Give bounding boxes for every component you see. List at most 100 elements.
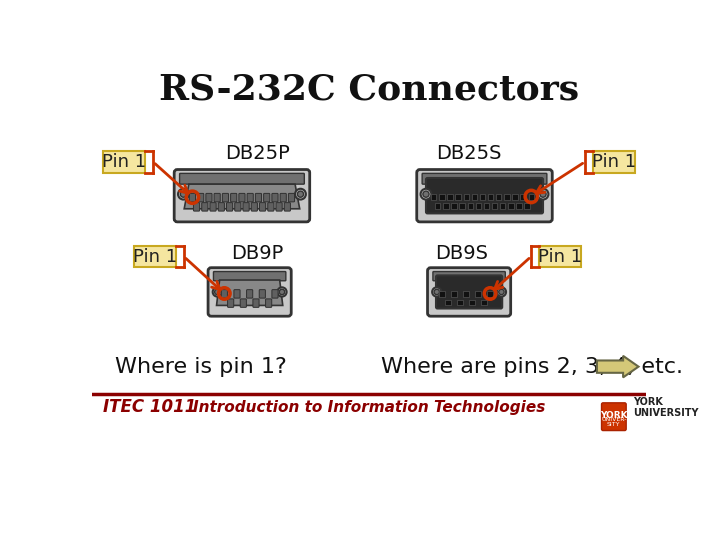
Circle shape <box>538 189 549 200</box>
Text: YORK: YORK <box>600 410 628 420</box>
Circle shape <box>432 287 441 296</box>
FancyBboxPatch shape <box>451 291 456 296</box>
Text: Introduction to Information Technologies: Introduction to Information Technologies <box>193 400 545 415</box>
FancyBboxPatch shape <box>428 268 510 316</box>
FancyBboxPatch shape <box>235 202 241 211</box>
FancyBboxPatch shape <box>246 289 253 298</box>
FancyBboxPatch shape <box>455 194 461 200</box>
Circle shape <box>420 189 431 200</box>
FancyBboxPatch shape <box>513 194 518 200</box>
FancyBboxPatch shape <box>268 202 274 211</box>
FancyBboxPatch shape <box>230 193 237 202</box>
FancyBboxPatch shape <box>234 289 240 298</box>
FancyBboxPatch shape <box>243 202 249 211</box>
FancyBboxPatch shape <box>422 173 547 184</box>
FancyBboxPatch shape <box>276 202 282 211</box>
FancyBboxPatch shape <box>447 194 453 200</box>
FancyBboxPatch shape <box>508 204 513 209</box>
FancyBboxPatch shape <box>451 204 456 209</box>
FancyBboxPatch shape <box>284 202 290 211</box>
Circle shape <box>180 191 186 197</box>
FancyBboxPatch shape <box>446 300 451 305</box>
Text: DB25P: DB25P <box>225 144 289 164</box>
Circle shape <box>295 189 306 200</box>
FancyBboxPatch shape <box>487 291 492 296</box>
Text: DB9P: DB9P <box>231 244 284 262</box>
FancyBboxPatch shape <box>218 202 225 211</box>
Text: YORK
UNIVERSITY: YORK UNIVERSITY <box>633 397 698 418</box>
Text: DB9S: DB9S <box>435 244 488 262</box>
Text: Pin 1: Pin 1 <box>133 247 177 266</box>
FancyBboxPatch shape <box>179 173 305 184</box>
Circle shape <box>212 287 222 296</box>
FancyBboxPatch shape <box>469 300 474 305</box>
Circle shape <box>277 287 287 296</box>
FancyBboxPatch shape <box>253 299 259 307</box>
Circle shape <box>434 289 439 295</box>
FancyBboxPatch shape <box>259 289 266 298</box>
FancyBboxPatch shape <box>259 202 266 211</box>
FancyBboxPatch shape <box>439 194 444 200</box>
FancyBboxPatch shape <box>504 194 510 200</box>
FancyBboxPatch shape <box>500 204 505 209</box>
FancyBboxPatch shape <box>482 300 487 305</box>
Text: ITEC 1011: ITEC 1011 <box>102 399 196 416</box>
FancyBboxPatch shape <box>467 204 473 209</box>
FancyBboxPatch shape <box>272 289 278 298</box>
FancyBboxPatch shape <box>272 193 278 202</box>
Circle shape <box>540 191 546 197</box>
Polygon shape <box>184 184 300 209</box>
FancyBboxPatch shape <box>206 193 212 202</box>
FancyBboxPatch shape <box>197 193 204 202</box>
Text: Pin 1: Pin 1 <box>102 153 146 171</box>
FancyBboxPatch shape <box>492 204 498 209</box>
Text: UNIVER-
SITY: UNIVER- SITY <box>601 417 626 428</box>
FancyBboxPatch shape <box>488 194 493 200</box>
FancyBboxPatch shape <box>521 194 526 200</box>
Circle shape <box>423 191 429 197</box>
Circle shape <box>279 289 284 295</box>
FancyBboxPatch shape <box>174 170 310 222</box>
FancyBboxPatch shape <box>202 202 208 211</box>
FancyBboxPatch shape <box>189 193 196 202</box>
FancyBboxPatch shape <box>134 246 176 267</box>
FancyBboxPatch shape <box>524 204 530 209</box>
FancyBboxPatch shape <box>496 194 501 200</box>
FancyBboxPatch shape <box>213 272 286 281</box>
FancyBboxPatch shape <box>103 151 145 173</box>
FancyBboxPatch shape <box>516 204 522 209</box>
FancyBboxPatch shape <box>601 403 626 430</box>
Circle shape <box>215 289 220 295</box>
FancyBboxPatch shape <box>240 299 246 307</box>
FancyBboxPatch shape <box>433 272 505 281</box>
FancyBboxPatch shape <box>459 204 465 209</box>
FancyBboxPatch shape <box>251 202 258 211</box>
FancyBboxPatch shape <box>256 193 261 202</box>
FancyBboxPatch shape <box>266 299 271 307</box>
FancyBboxPatch shape <box>222 193 228 202</box>
FancyBboxPatch shape <box>214 193 220 202</box>
FancyBboxPatch shape <box>457 300 463 305</box>
Circle shape <box>497 287 506 296</box>
FancyBboxPatch shape <box>239 193 245 202</box>
FancyBboxPatch shape <box>472 194 477 200</box>
FancyBboxPatch shape <box>417 170 552 222</box>
FancyBboxPatch shape <box>228 299 234 307</box>
FancyBboxPatch shape <box>426 178 543 213</box>
FancyBboxPatch shape <box>475 291 481 296</box>
FancyBboxPatch shape <box>208 268 291 316</box>
Text: Where are pins 2, 3, 4, etc.: Where are pins 2, 3, 4, etc. <box>381 356 683 376</box>
FancyBboxPatch shape <box>439 291 445 296</box>
FancyBboxPatch shape <box>221 289 228 298</box>
Text: Pin 1: Pin 1 <box>592 153 636 171</box>
Circle shape <box>499 289 504 295</box>
Polygon shape <box>597 356 639 377</box>
Text: RS-232C Connectors: RS-232C Connectors <box>159 72 579 106</box>
FancyBboxPatch shape <box>431 194 436 200</box>
FancyBboxPatch shape <box>593 151 635 173</box>
FancyBboxPatch shape <box>264 193 270 202</box>
FancyBboxPatch shape <box>280 193 287 202</box>
Text: Pin 1: Pin 1 <box>538 247 582 266</box>
FancyBboxPatch shape <box>476 204 481 209</box>
FancyBboxPatch shape <box>194 202 199 211</box>
